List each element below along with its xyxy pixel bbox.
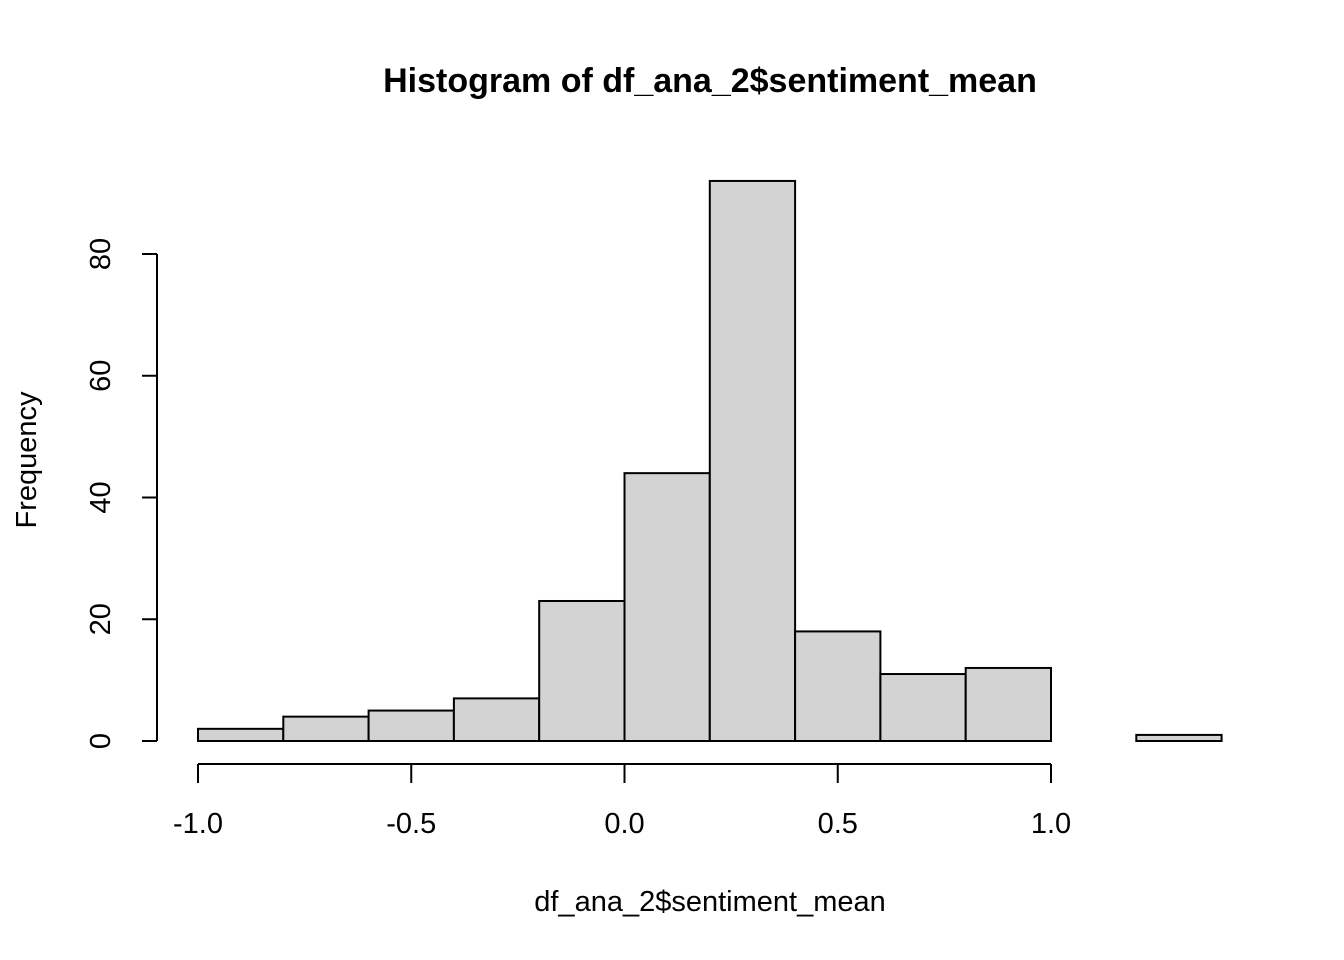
histogram-bar-7 — [794, 630, 882, 742]
histogram-bar-5 — [623, 472, 711, 742]
chart-title: Histogram of df_ana_2$sentiment_mean — [383, 62, 1037, 100]
y-tick-label-3: 60 — [85, 360, 117, 392]
histogram-bar-3 — [452, 697, 541, 743]
histogram-bar-11 — [1135, 733, 1223, 742]
y-tick-label-0: 0 — [85, 733, 117, 749]
x-tick-label-2: 0.0 — [604, 808, 644, 840]
x-tick-label-3: 0.5 — [818, 808, 858, 840]
y-axis: 0 20 40 60 80 — [85, 238, 158, 749]
histogram-bar-6 — [708, 179, 797, 742]
histogram-bar-2 — [367, 709, 455, 742]
bars-group — [197, 179, 1223, 743]
x-axis: -1.0 -0.5 0.0 0.5 1.0 — [173, 763, 1071, 840]
y-axis-label: Frequency — [11, 391, 43, 529]
histogram-bar-9 — [964, 666, 1053, 743]
x-tick-label-0: -1.0 — [173, 808, 223, 840]
x-tick-label-4: 1.0 — [1031, 808, 1071, 840]
histogram-bar-8 — [879, 673, 967, 742]
x-tick-label-1: -0.5 — [386, 808, 436, 840]
histogram-bar-4 — [538, 599, 626, 742]
histogram-bar-1 — [282, 715, 370, 743]
y-tick-label-1: 20 — [85, 603, 117, 635]
y-tick-label-4: 80 — [85, 238, 117, 270]
x-axis-label: df_ana_2$sentiment_mean — [534, 886, 885, 918]
y-tick-label-2: 40 — [85, 481, 117, 513]
histogram-bar-0 — [197, 727, 285, 743]
